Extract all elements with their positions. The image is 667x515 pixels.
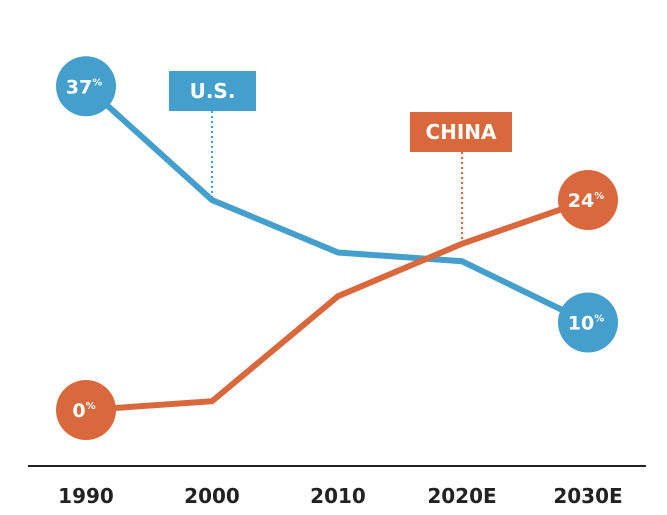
series-tag-box [169, 71, 256, 111]
data-point-china-2000 [209, 398, 215, 404]
series-tag-us: U.S. [169, 71, 256, 111]
value-bubble-us-1990: 37% [56, 56, 116, 117]
value-bubble-circle [558, 292, 618, 353]
data-point-us-2010 [335, 250, 341, 256]
value-bubble-china-1990: 0% [56, 380, 116, 440]
x-tick-label-2010: 2010 [310, 484, 366, 508]
x-tick-label-2000: 2000 [184, 484, 240, 508]
data-point-us-2020e [459, 258, 465, 264]
x-tick-label-2030e: 2030E [553, 484, 622, 508]
series-tag-box [410, 112, 512, 152]
value-bubble-circle [56, 380, 116, 440]
data-point-us-2000 [209, 197, 215, 203]
value-bubble-china-2030e: 24% [558, 170, 618, 230]
data-point-china-2010 [335, 293, 341, 299]
series-tag-label-us: U.S. [190, 79, 236, 103]
series-line-china [85, 197, 589, 413]
value-bubble-circle [558, 170, 618, 230]
series-tag-china: CHINA [410, 112, 512, 152]
value-bubble-us-2030e: 10% [558, 292, 618, 353]
series-line-us [83, 84, 590, 326]
x-tick-label-1990: 1990 [58, 484, 114, 508]
value-bubble-circle [56, 56, 116, 117]
data-point-china-2020e [459, 241, 465, 247]
series-tag-label-china: CHINA [425, 120, 497, 144]
x-tick-label-2020e: 2020E [427, 484, 496, 508]
